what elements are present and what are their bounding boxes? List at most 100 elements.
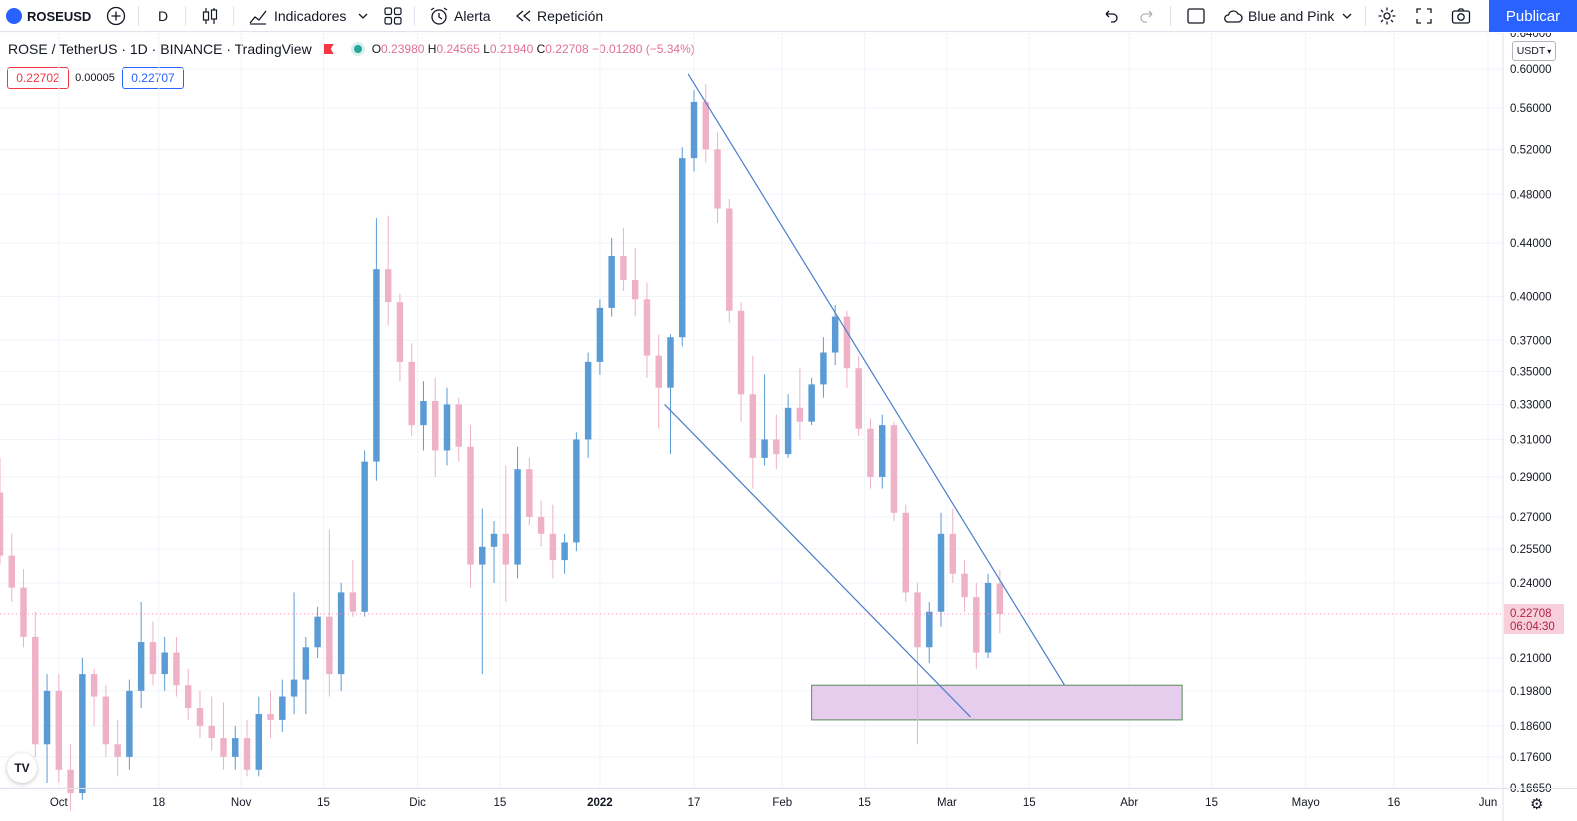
time-tick-label: 18 xyxy=(152,797,165,809)
replay-label: Repetición xyxy=(537,8,604,24)
price-axis-bg xyxy=(1503,33,1577,821)
candle-body xyxy=(184,685,192,709)
candle-body xyxy=(196,708,204,726)
candle-body xyxy=(773,439,780,455)
candle-body xyxy=(714,149,721,209)
symbol-label: ROSEUSD xyxy=(27,8,92,24)
interval-button[interactable]: D xyxy=(158,8,169,24)
candle-body xyxy=(914,592,921,648)
low-key: L xyxy=(483,42,490,56)
price-tick-label: 0.48000 xyxy=(1510,189,1552,201)
candle-body xyxy=(926,611,933,648)
time-tick-label: Mayo xyxy=(1292,797,1320,809)
open-key: O xyxy=(371,42,382,56)
replay-button[interactable]: Repetición xyxy=(513,0,603,32)
publish-button[interactable]: Publicar xyxy=(1489,0,1577,32)
redo-button[interactable] xyxy=(1138,0,1158,32)
axis-settings-icon: ⚙ xyxy=(1530,795,1543,813)
currency-selector[interactable]: USDT ▾ xyxy=(1512,41,1556,61)
candle-body xyxy=(761,439,768,458)
tradingview-logo[interactable]: TV xyxy=(7,753,37,783)
chart-type-button[interactable] xyxy=(199,0,221,32)
candle-body xyxy=(855,368,862,429)
chevron-down-icon xyxy=(358,13,368,19)
sell-price-box[interactable]: 0.22702 xyxy=(7,67,69,89)
candle-body xyxy=(243,738,251,770)
time-tick-label: Abr xyxy=(1120,797,1138,809)
price-tick-label: 0.44000 xyxy=(1510,238,1552,250)
chevron-down-icon xyxy=(1342,13,1352,19)
alert-button[interactable]: Alerta xyxy=(428,0,491,32)
candle-body xyxy=(596,307,604,362)
indicators-button[interactable]: Indicadores xyxy=(247,0,346,32)
candle-body xyxy=(149,642,157,675)
candle-body xyxy=(67,769,74,794)
candle-body xyxy=(537,516,545,534)
candle-body xyxy=(549,533,557,561)
candle-body xyxy=(220,738,227,757)
candle-body xyxy=(784,407,792,455)
indicators-dropdown[interactable] xyxy=(356,0,370,32)
candle-body xyxy=(831,316,839,353)
price-tick-label: 0.64000 xyxy=(1510,33,1552,40)
theme-button[interactable]: Blue and Pink xyxy=(1222,0,1354,32)
screenshot-button[interactable] xyxy=(1450,0,1472,32)
candle-body xyxy=(514,469,521,565)
time-tick-label: Oct xyxy=(50,797,69,809)
candle-body xyxy=(279,696,286,720)
candle-body xyxy=(361,461,368,612)
redo-icon xyxy=(1140,10,1153,23)
candle-body xyxy=(984,582,992,653)
time-tick-label: 15 xyxy=(317,797,330,809)
candles-layer xyxy=(0,84,1004,811)
close-key: C xyxy=(536,42,546,56)
market-open-icon xyxy=(353,45,362,53)
time-tick-label: 17 xyxy=(688,797,701,809)
candle-body xyxy=(902,512,909,593)
flag-icon[interactable] xyxy=(323,44,334,54)
candle-body xyxy=(90,674,98,697)
close-value: 0.22708 xyxy=(545,42,589,56)
price-tick-label: 0.40000 xyxy=(1510,292,1552,304)
candle-body xyxy=(255,713,263,770)
settings-button[interactable] xyxy=(1376,0,1398,32)
camera-icon xyxy=(1451,8,1471,24)
candle-body xyxy=(443,404,451,451)
chart-legend: ROSE / TetherUS · 1D · BINANCE · Trading… xyxy=(8,41,695,57)
layout-button[interactable] xyxy=(383,0,403,32)
plus-circle-icon xyxy=(106,6,126,26)
candle-body xyxy=(431,401,439,451)
price-tick-label: 0.18600 xyxy=(1510,721,1552,733)
demand-zone xyxy=(811,684,1183,721)
fullscreen-button[interactable] xyxy=(1414,0,1434,32)
undo-button[interactable] xyxy=(1100,0,1120,32)
candle-body xyxy=(996,583,1004,615)
candle-body xyxy=(208,725,215,739)
indicators-icon xyxy=(249,10,267,25)
candle-body xyxy=(137,642,145,691)
price-tick-label: 0.52000 xyxy=(1510,144,1552,156)
candle-body xyxy=(667,337,674,388)
fullscreen-select-button[interactable] xyxy=(1186,0,1206,32)
buy-price-box[interactable]: 0.22707 xyxy=(122,67,184,89)
candle-body xyxy=(32,636,39,745)
candle-body xyxy=(526,469,533,517)
candle-body xyxy=(326,616,333,675)
lower-trendline xyxy=(664,403,971,718)
price-tick-label: 0.25500 xyxy=(1510,544,1552,556)
candle-body xyxy=(396,302,404,362)
candle-body xyxy=(573,439,580,543)
price-chart[interactable]: 0.64000 0.60000 0.56000 0.52000 0.48000 0.440… xyxy=(0,33,1577,821)
candle-body xyxy=(843,316,851,369)
compare-button[interactable] xyxy=(105,0,127,32)
open-value: 0.23980 xyxy=(381,42,425,56)
symbol-search[interactable]: ROSEUSD xyxy=(6,0,91,32)
candle-body xyxy=(737,310,745,395)
candle-body xyxy=(420,401,427,426)
chevron-down-icon: ▾ xyxy=(1547,46,1552,56)
grid-layout-icon xyxy=(384,7,402,25)
last-price-badge xyxy=(1504,604,1564,635)
countdown-label: 06:04:30 xyxy=(1510,621,1555,633)
rewind-icon xyxy=(515,10,531,22)
candle-body xyxy=(20,587,27,637)
